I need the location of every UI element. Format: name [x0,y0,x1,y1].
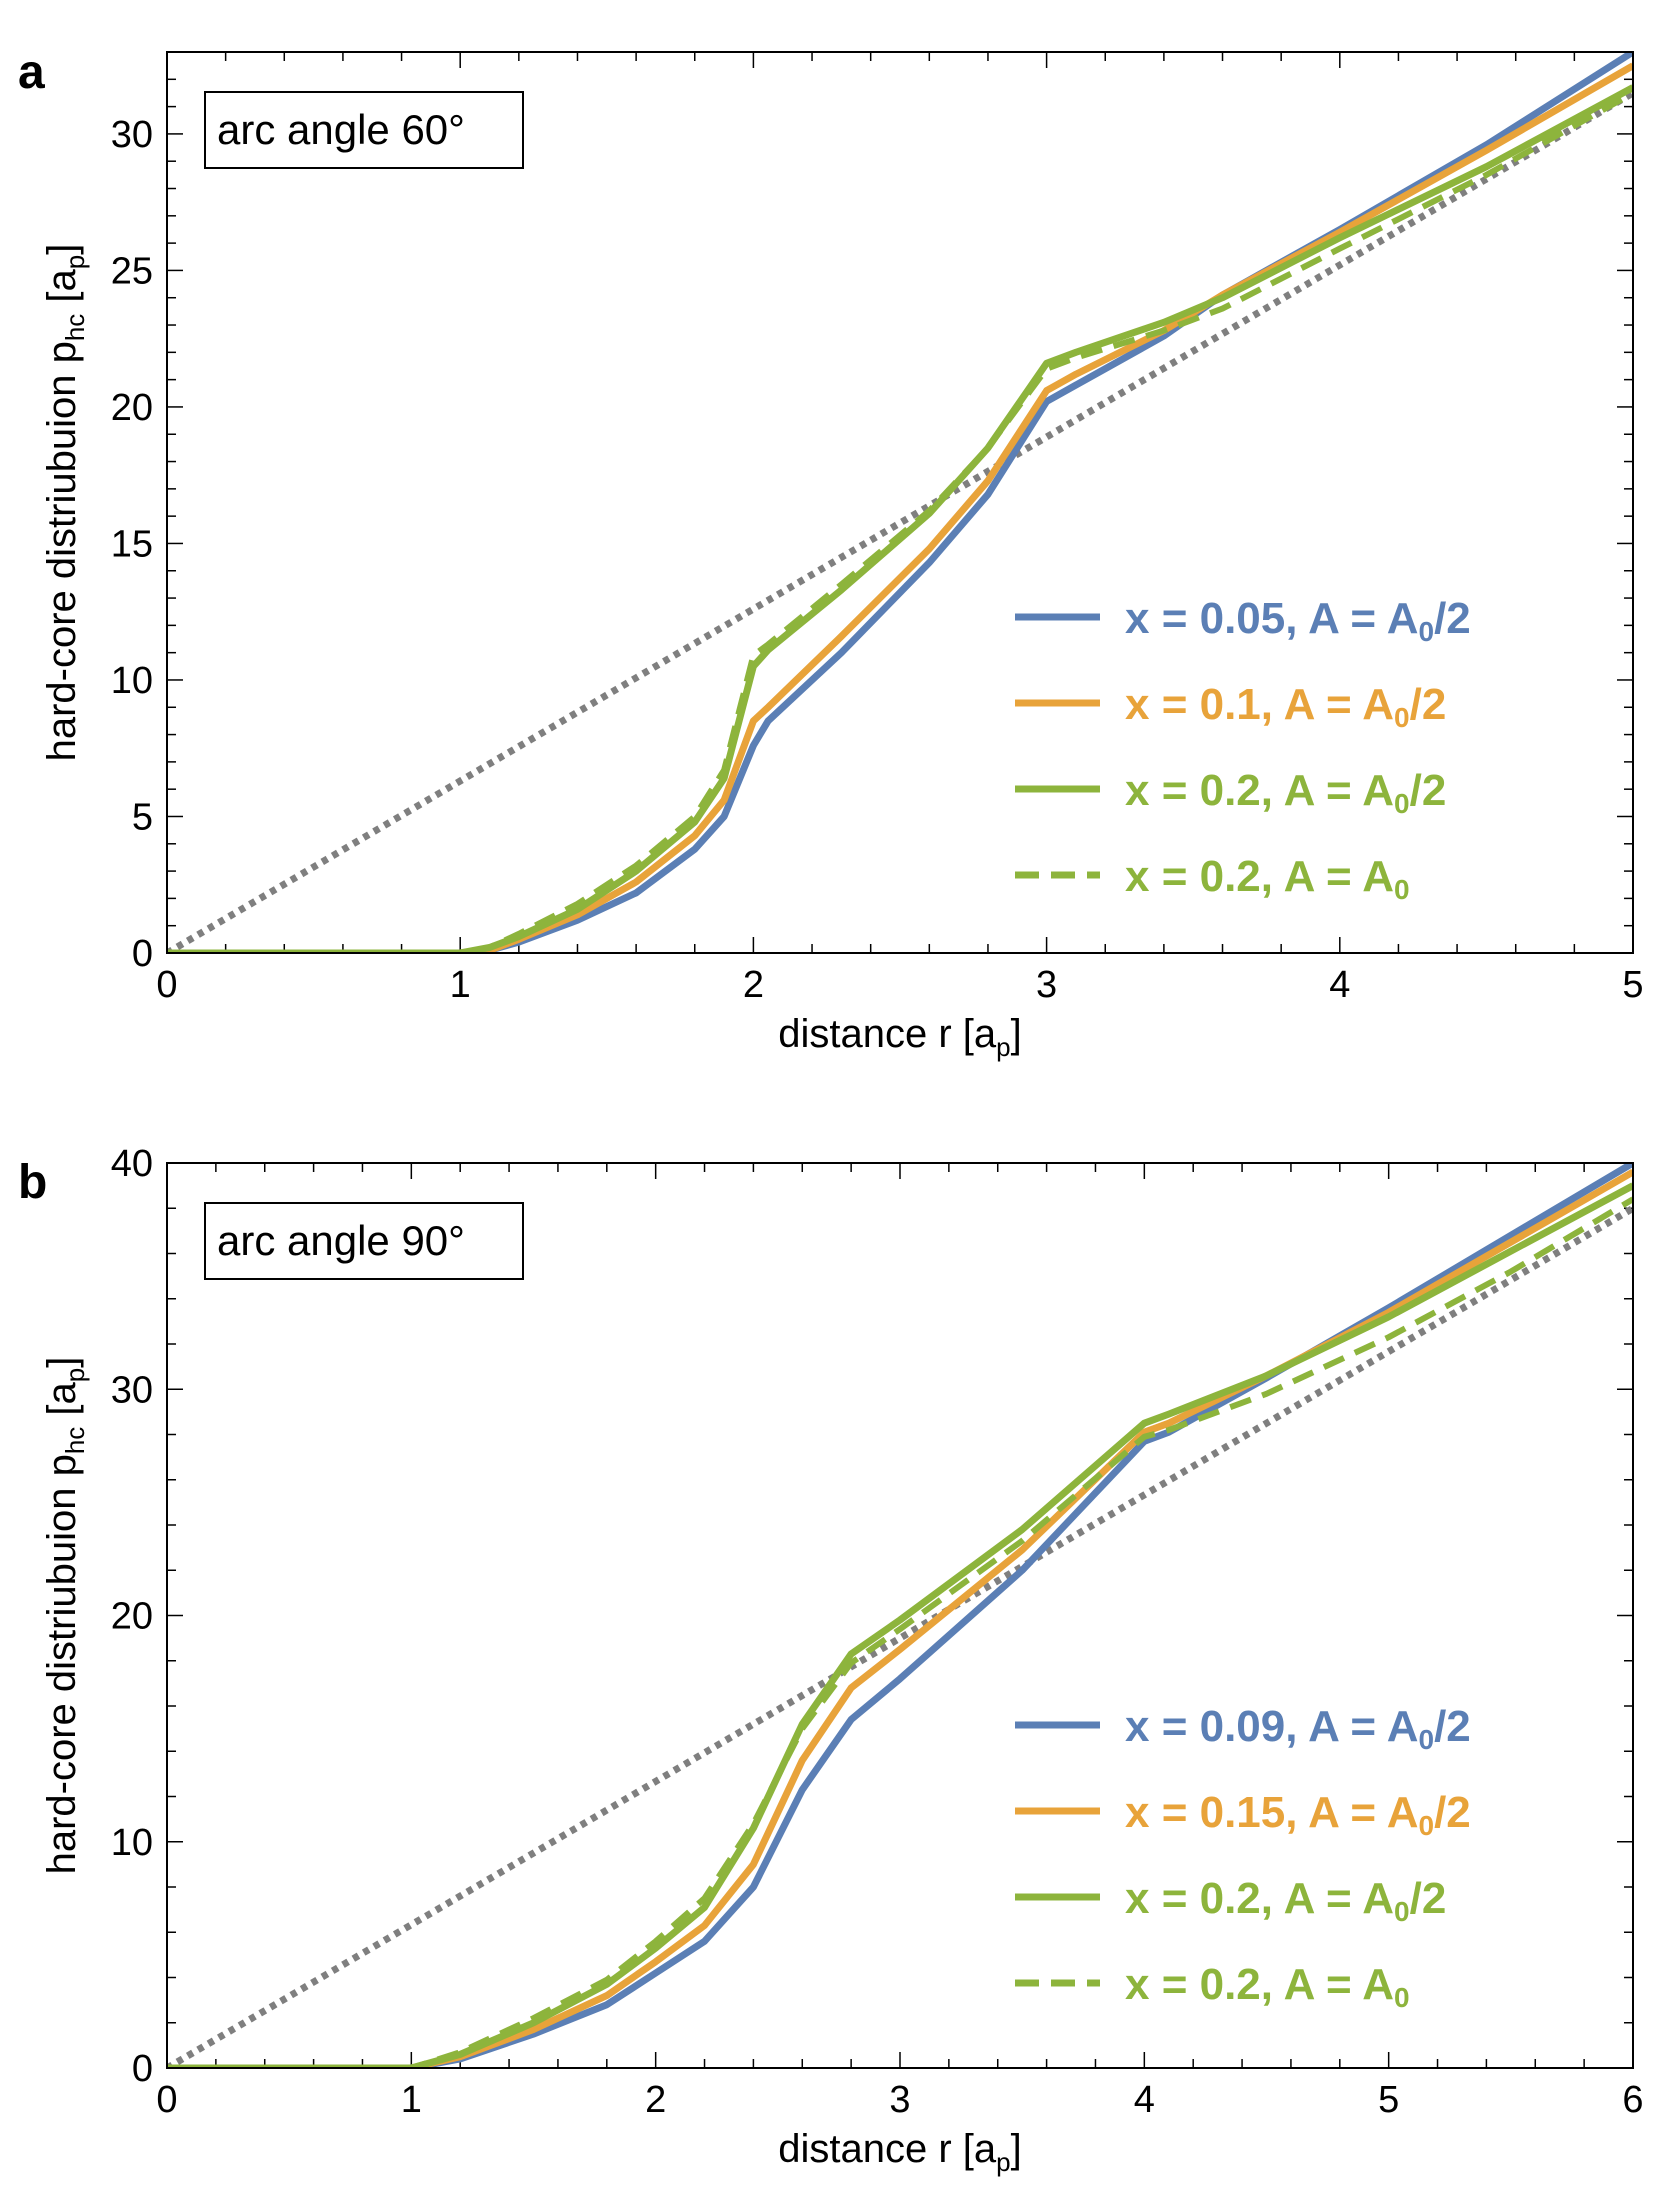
legend-label: x = 0.15, A = A0/2 [1125,1788,1471,1841]
annotation-text: arc angle 90° [217,1217,465,1264]
panel-letter: b [18,1156,47,1209]
y-tick-label: 40 [111,1143,153,1185]
x-axis-label: distance r [ap] [778,1012,1021,1062]
x-tick-label: 4 [1329,964,1350,1006]
series-line-green-solid [167,84,1633,953]
x-tick-label: 5 [1622,964,1643,1006]
x-tick-label: 2 [645,2079,666,2121]
y-tick-label: 15 [111,523,153,565]
x-tick-label: 5 [1378,2079,1399,2121]
series-line-blue-solid [167,52,1633,953]
x-tick-label: 4 [1134,2079,1155,2121]
legend-label: x = 0.2, A = A0/2 [1125,1874,1446,1927]
y-tick-label: 30 [111,1369,153,1411]
x-tick-label: 2 [743,964,764,1006]
x-axis-label: distance r [ap] [778,2127,1021,2177]
legend-label: x = 0.09, A = A0/2 [1125,1702,1471,1755]
y-axis-label: hard-core distriubuion phc [ap] [40,1357,90,1875]
x-tick-label: 6 [1622,2079,1643,2121]
x-tick-label: 1 [450,964,471,1006]
chart-panel-b: b 0 1 2 3 4 5 6 0 10 20 30 40 distance r [ap] hard-cor… [18,1143,1644,2177]
series-line-green-dashed [167,90,1633,953]
legend-label: x = 0.2, A = A0 [1125,852,1410,905]
x-tick-label: 0 [156,2079,177,2121]
y-tick-label: 25 [111,250,153,292]
y-axis-label: hard-core distriubuion phc [ap] [40,244,90,762]
y-tick-label: 10 [111,660,153,702]
x-tick-label: 3 [889,2079,910,2121]
plot-frame [166,51,1634,954]
legend-label: x = 0.1, A = A0/2 [1125,680,1446,733]
series-line-green-solid [167,1182,1633,2068]
annotation-box [204,1202,524,1280]
legend-label: x = 0.2, A = A0/2 [1125,766,1446,819]
chart-panel-a: a 0 1 2 3 4 5 0 5 10 15 20 25 30 distance r [ap] hard-c… [18,46,1644,1062]
y-tick-label: 0 [132,2048,153,2090]
y-tick-label: 20 [111,1596,153,1638]
x-tick-label: 1 [401,2079,422,2121]
series-group [167,52,1633,953]
plot-frame [166,1162,1634,2069]
y-tick-label: 20 [111,387,153,429]
annotation-text: arc angle 60° [217,106,465,153]
x-tick-label: 0 [156,964,177,1006]
legend-label: x = 0.05, A = A0/2 [1125,594,1471,647]
series-group [167,1163,1633,2068]
panel-letter: a [18,46,45,99]
y-tick-label: 30 [111,114,153,156]
legend-label: x = 0.2, A = A0 [1125,1960,1410,2013]
annotation-box [204,91,524,169]
series-line-green-dashed [167,1196,1633,2068]
y-tick-label: 0 [132,933,153,975]
series-line-gray-dotted [167,89,1633,953]
y-tick-label: 5 [132,796,153,838]
x-tick-label: 3 [1036,964,1057,1006]
series-line-gray-dotted [167,1205,1633,2068]
y-tick-label: 10 [111,1822,153,1864]
